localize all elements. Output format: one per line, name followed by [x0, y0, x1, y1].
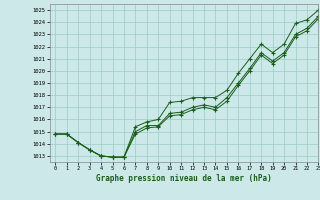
X-axis label: Graphe pression niveau de la mer (hPa): Graphe pression niveau de la mer (hPa) [96, 174, 272, 183]
